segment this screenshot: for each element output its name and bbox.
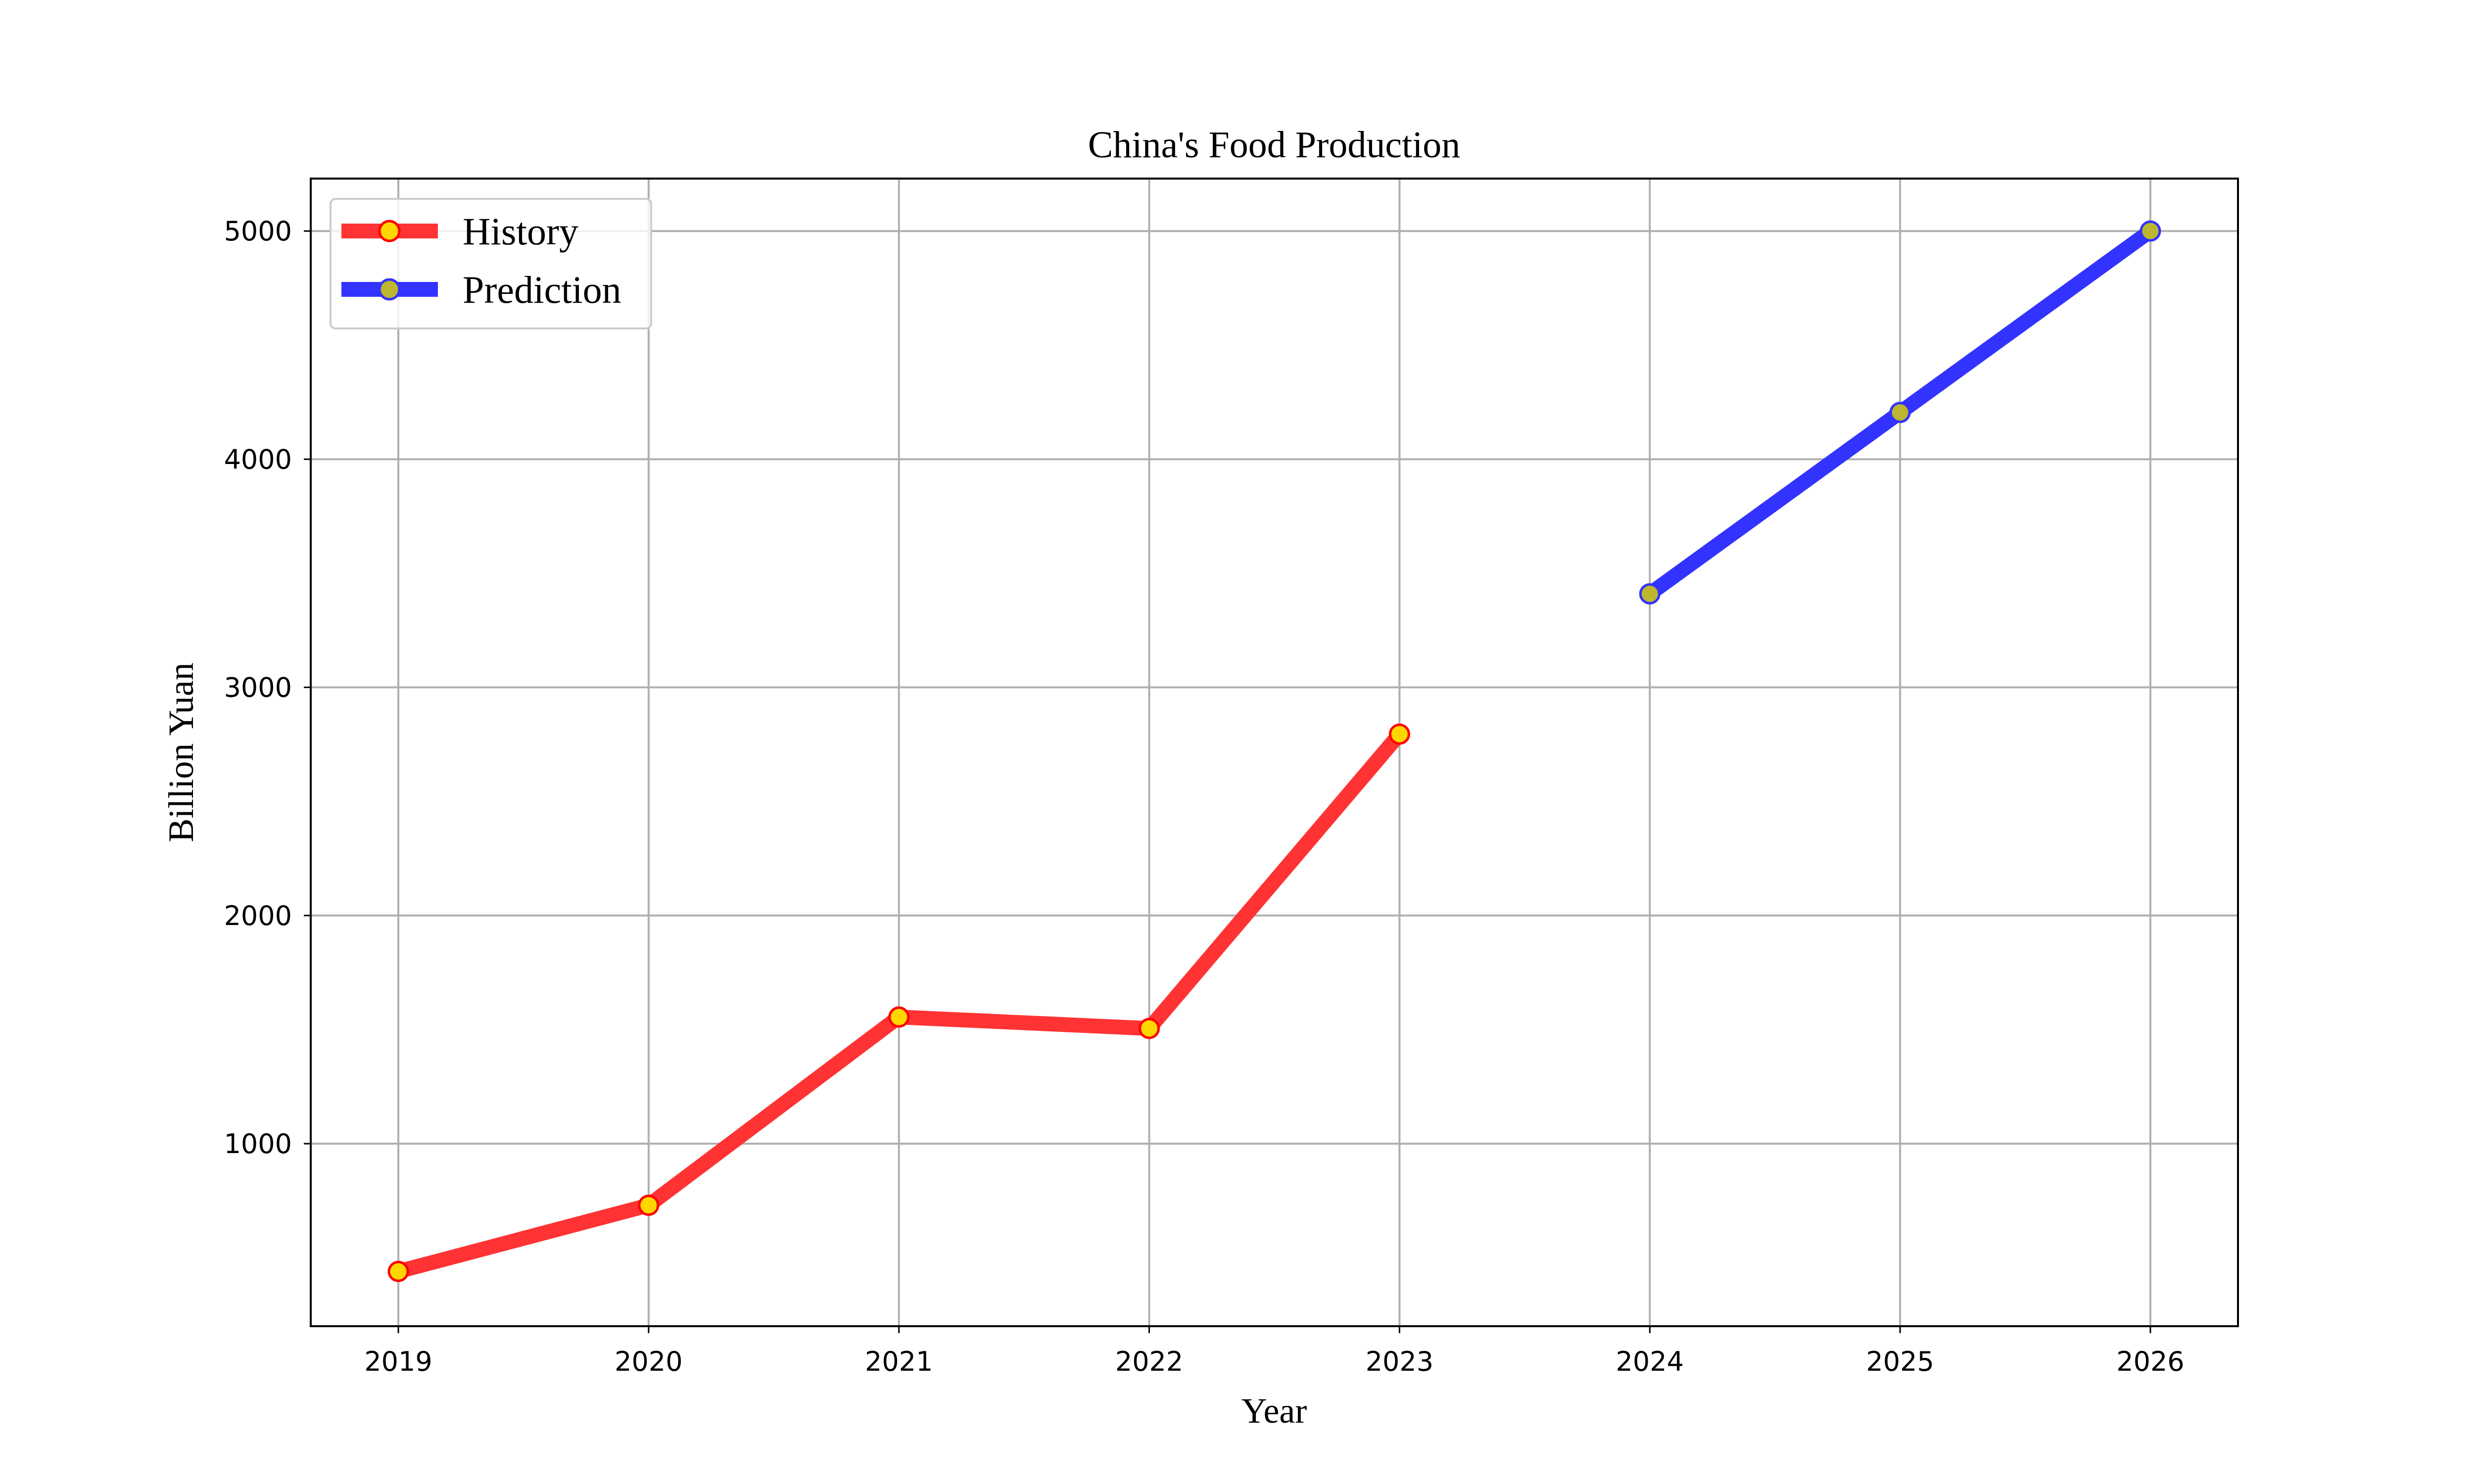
prediction-point [1639, 583, 1661, 604]
history-point [638, 1195, 660, 1216]
x-tick-label: 2022 [1115, 1346, 1183, 1377]
history-series [387, 723, 1410, 1282]
history-point [387, 1260, 409, 1282]
y-tick-label: 1000 [224, 1128, 292, 1159]
y-tick-label: 4000 [224, 444, 292, 475]
y-tick-label: 5000 [224, 216, 292, 247]
x-tick-label: 2025 [1866, 1346, 1934, 1377]
legend-history-marker [378, 220, 401, 242]
series-layer [387, 220, 2161, 1282]
plot-frame [310, 178, 2239, 1327]
prediction-point [1889, 402, 1911, 423]
axis-ticks: 2019 2020 2021 2022 2023 2024 2025 2026 1000 2000… [224, 216, 2185, 1377]
history-point [1388, 723, 1410, 745]
prediction-point [2140, 220, 2161, 242]
x-tick-label: 2021 [865, 1346, 933, 1377]
x-tick-label: 2026 [2116, 1346, 2184, 1377]
y-tick-label: 3000 [224, 672, 292, 703]
legend-prediction-label: Prediction [463, 268, 621, 311]
legend-history-label: History [463, 210, 578, 253]
grid [311, 179, 2238, 1326]
legend-prediction-marker [378, 278, 401, 301]
x-tick-label: 2023 [1366, 1346, 1433, 1377]
x-tick-label: 2019 [364, 1346, 432, 1377]
prediction-series [1639, 220, 2161, 604]
x-axis-label: Year [1241, 1391, 1307, 1431]
y-tick-label: 2000 [224, 900, 292, 931]
legend: History Prediction [330, 198, 652, 329]
history-point [1139, 1018, 1160, 1039]
y-axis-label: Billion Yuan [161, 662, 201, 842]
chart-title: China's Food Production [1088, 124, 1461, 166]
history-point [888, 1006, 910, 1028]
x-tick-label: 2024 [1616, 1346, 1684, 1377]
x-tick-label: 2020 [615, 1346, 682, 1377]
